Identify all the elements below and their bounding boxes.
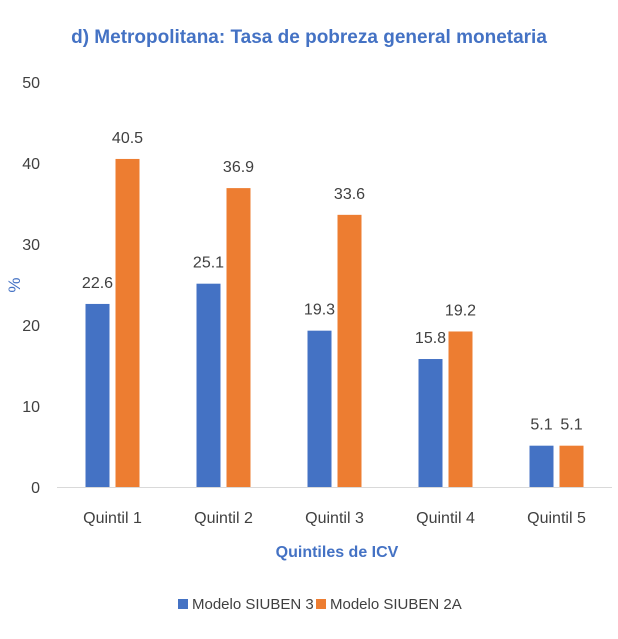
x-tick-label: Quintil 3 <box>305 510 364 527</box>
bar-siuben-3-q3 <box>307 330 332 487</box>
legend: Modelo SIUBEN 3 Modelo SIUBEN 2A <box>178 596 462 613</box>
y-tick-label: 0 <box>31 480 40 497</box>
bar-siuben-3-q2 <box>196 283 221 487</box>
legend-swatch-siuben-2a <box>316 599 326 609</box>
data-label: 33.6 <box>334 186 365 203</box>
x-axis: Quintil 1 Quintil 2 Quintil 3 Quintil 4 Quin… <box>83 510 586 527</box>
data-label: 5.1 <box>530 417 552 434</box>
bars <box>85 158 584 488</box>
x-tick-label: Quintil 2 <box>194 510 253 527</box>
x-tick-label: Quintil 4 <box>416 510 475 527</box>
bar-siuben-2a-q5 <box>559 445 584 487</box>
data-labels: 22.6 40.5 25.1 36.9 19.3 33.6 15.8 19.2 5.1 5.1 <box>82 130 583 434</box>
data-label: 36.9 <box>223 159 254 176</box>
data-label: 19.3 <box>304 302 335 319</box>
y-tick-label: 10 <box>22 399 40 416</box>
bar-siuben-2a-q4 <box>448 331 473 487</box>
data-label: 22.6 <box>82 275 113 292</box>
bar-siuben-2a-q3 <box>337 214 362 487</box>
x-tick-label: Quintil 1 <box>83 510 142 527</box>
data-label: 19.2 <box>445 302 476 319</box>
y-tick-label: 40 <box>22 156 40 173</box>
data-label: 25.1 <box>193 255 224 272</box>
y-axis: 0 10 20 30 40 50 <box>22 75 40 497</box>
y-tick-label: 20 <box>22 318 40 335</box>
chart-title: d) Metropolitana: Tasa de pobreza genera… <box>71 27 547 48</box>
bar-siuben-3-q4 <box>418 359 443 487</box>
y-axis-title: % <box>5 277 24 292</box>
bar-siuben-2a-q1 <box>115 158 140 487</box>
data-label: 15.8 <box>415 330 446 347</box>
y-tick-label: 30 <box>22 237 40 254</box>
legend-label-siuben-2a: Modelo SIUBEN 2A <box>330 596 462 613</box>
y-tick-label: 50 <box>22 75 40 92</box>
x-tick-label: Quintil 5 <box>527 510 586 527</box>
legend-label-siuben-3: Modelo SIUBEN 3 <box>192 596 314 613</box>
legend-swatch-siuben-3 <box>178 599 188 609</box>
data-label: 5.1 <box>560 417 582 434</box>
x-axis-title: Quintiles de ICV <box>276 544 399 561</box>
bar-siuben-2a-q2 <box>226 188 251 488</box>
bar-siuben-3-q5 <box>529 445 554 487</box>
bar-siuben-3-q1 <box>85 303 110 487</box>
data-label: 40.5 <box>112 130 143 147</box>
